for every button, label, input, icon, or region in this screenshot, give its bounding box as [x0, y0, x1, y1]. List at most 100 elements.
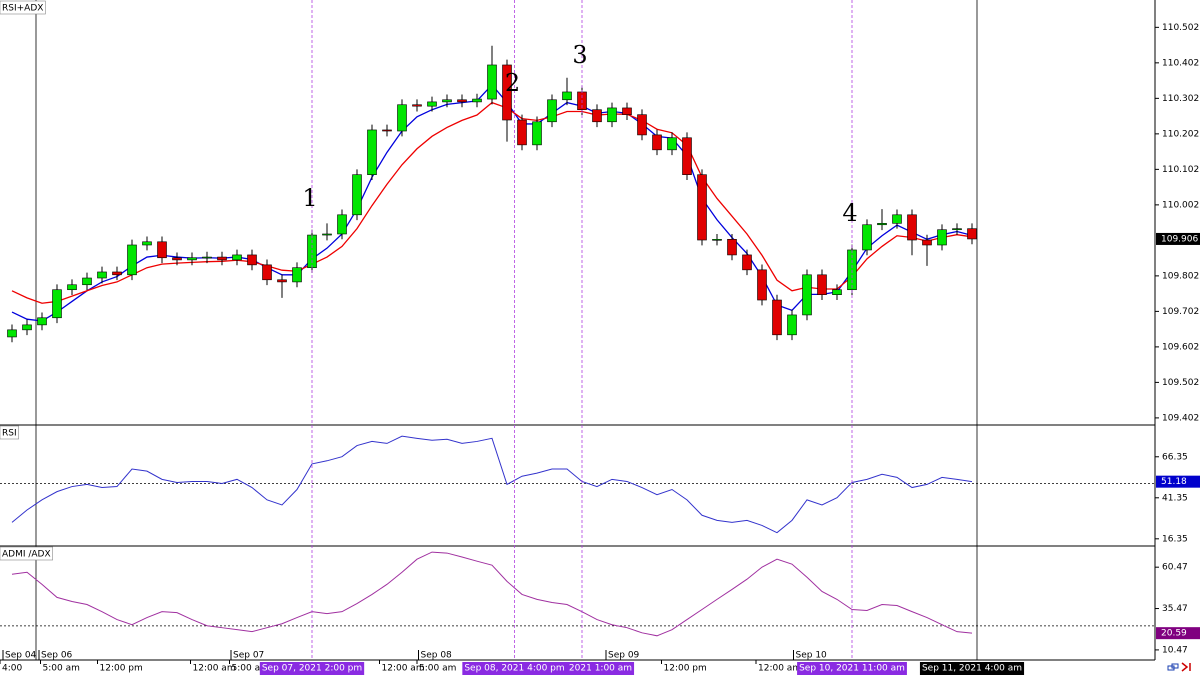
- panel-title: ADMI /ADX: [2, 550, 51, 560]
- candle-body: [442, 99, 452, 103]
- candle-body: [382, 129, 392, 132]
- x-tick-label: 5:00 am: [419, 664, 456, 674]
- panel-title-box: [0, 546, 53, 561]
- candle-body: [472, 98, 482, 103]
- date-tick-label: Sep 09: [608, 651, 640, 661]
- candle-body: [832, 289, 842, 295]
- candle-body: [172, 257, 182, 261]
- date-tick-label: Sep 04: [5, 651, 37, 661]
- line: [11, 435, 973, 534]
- x-tick-label: 5:00 am: [232, 664, 269, 674]
- candle-body: [592, 109, 602, 123]
- y-tick-label: 110.202: [1162, 129, 1199, 139]
- value-label: 109.906: [1161, 234, 1198, 244]
- candle-body: [847, 249, 857, 291]
- candle-body: [232, 254, 242, 261]
- candle-body: [187, 257, 197, 261]
- candle-body: [667, 137, 677, 151]
- candle-body: [397, 104, 407, 132]
- x-tick-label: 12:00 am: [382, 664, 425, 674]
- candle-body: [952, 228, 962, 231]
- time-box: [919, 662, 1025, 675]
- time-label: Sep 07, 2021 2:00 pm: [262, 664, 362, 674]
- time-box: [797, 662, 907, 675]
- candle-body: [7, 329, 17, 338]
- candle-body: [292, 267, 302, 283]
- candle-body: [817, 274, 827, 295]
- candle-body: [52, 289, 62, 319]
- candle-body: [22, 324, 32, 331]
- y-tick-label: 109.402: [1162, 413, 1199, 423]
- date-tick-label: Sep 08: [421, 651, 453, 661]
- candle-body: [337, 214, 347, 235]
- x-tick-label: 5:00 am: [43, 664, 80, 674]
- candle-body: [352, 174, 362, 216]
- value-label: 51.18: [1161, 477, 1187, 487]
- candle-body: [697, 174, 707, 241]
- y-tick-label: 110.402: [1162, 58, 1199, 68]
- x-tick-label: 12:00 am: [193, 664, 236, 674]
- y-tick-label: 110.002: [1162, 200, 1199, 210]
- date-tick-label: Sep 07: [233, 651, 264, 661]
- candle-body: [622, 107, 632, 115]
- value-box: [1156, 627, 1200, 640]
- candle-body: [127, 244, 137, 276]
- x-tick-label: 4:00: [2, 664, 22, 674]
- y-tick-label: 110.302: [1162, 94, 1199, 104]
- icon[interactable]: [1181, 662, 1191, 672]
- value-box: [1156, 475, 1200, 488]
- y-tick-label: 110.102: [1162, 165, 1199, 175]
- candle-body: [892, 214, 902, 224]
- candle-body: [967, 228, 977, 240]
- candle-body: [82, 277, 92, 286]
- candle-body: [262, 264, 272, 281]
- value-label: 20.59: [1161, 629, 1187, 639]
- candle-body: [562, 91, 572, 101]
- candle-body: [532, 121, 542, 146]
- candle-body: [727, 239, 737, 256]
- candle-body: [487, 64, 497, 100]
- candle-body: [547, 99, 557, 123]
- candle-body: [457, 99, 467, 103]
- candle-body: [367, 129, 377, 175]
- x-tick-label: 12:00 am: [758, 664, 801, 674]
- candle-body: [247, 254, 257, 266]
- candle-body: [412, 104, 422, 107]
- annotation: 3: [572, 41, 587, 69]
- candle-body: [682, 137, 692, 175]
- y-tick-label: 109.802: [1162, 271, 1199, 281]
- candle-body: [157, 241, 167, 259]
- candle-body: [502, 64, 512, 121]
- y-tick-label: 109.502: [1162, 378, 1199, 388]
- candle-body: [202, 256, 212, 259]
- candle-body: [637, 114, 647, 136]
- candle-body: [652, 134, 662, 151]
- candle-body: [112, 271, 122, 276]
- candle-body: [97, 271, 107, 279]
- y-tick-label: 66.35: [1162, 452, 1188, 462]
- candle-body: [772, 299, 782, 336]
- candle-body: [427, 101, 437, 107]
- candle-body: [757, 269, 767, 301]
- candle-body: [907, 214, 917, 241]
- candle-body: [217, 256, 227, 261]
- y-tick-label: 41.35: [1162, 493, 1188, 503]
- icon[interactable]: [1167, 663, 1179, 671]
- candle-body: [742, 254, 752, 271]
- candle-body: [937, 229, 947, 246]
- candle-body: [922, 239, 932, 246]
- candle-body: [67, 284, 77, 291]
- panel-title: RSI+ADX: [2, 4, 43, 14]
- time-label: Sep 10, 2021 11:00 am: [799, 664, 905, 674]
- date-tick-label: Sep 10: [796, 651, 828, 661]
- time-box: [259, 662, 365, 675]
- panel-title: RSI: [2, 429, 17, 439]
- y-tick-label: 109.602: [1162, 342, 1199, 352]
- time-label: Sep 09, 2021 1:00 am: [532, 664, 632, 674]
- y-tick-label: 110.502: [1162, 23, 1199, 33]
- candle-body: [517, 119, 527, 146]
- panel-title-box: [0, 0, 46, 15]
- candle-body: [37, 317, 47, 326]
